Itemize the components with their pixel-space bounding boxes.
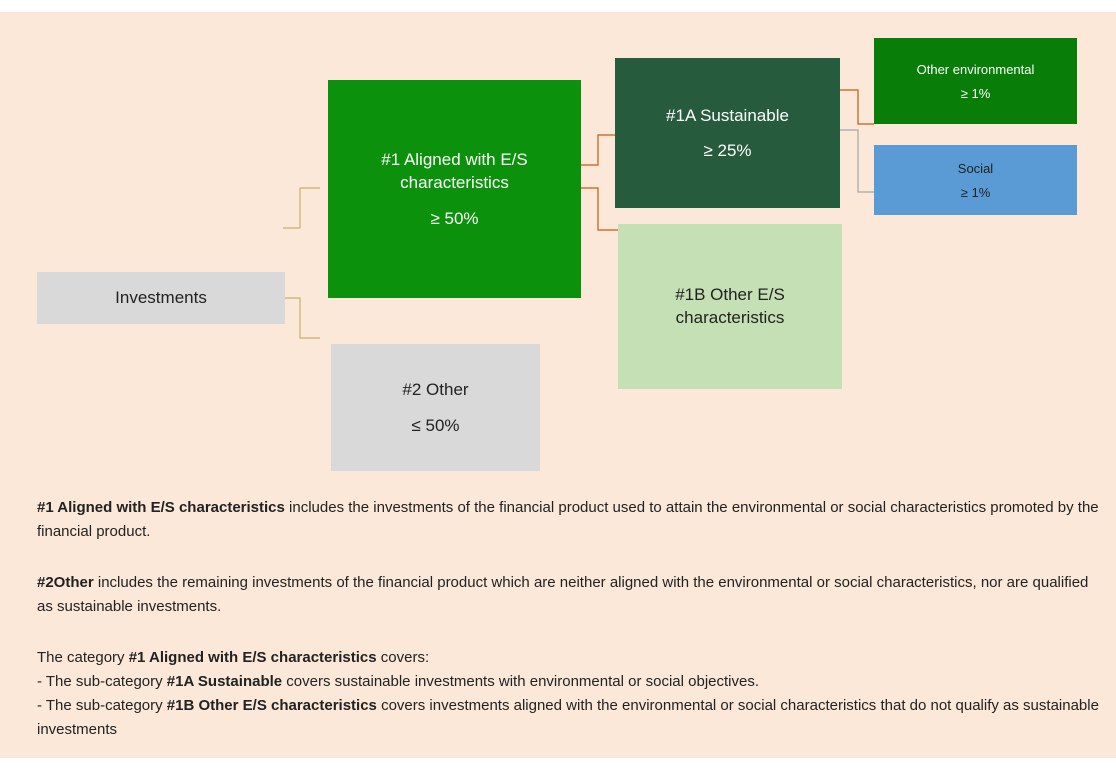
note-line: #2Other includes the remaining investmen… xyxy=(37,571,1102,619)
node-label: #1A Sustainable xyxy=(666,105,789,125)
node-share: ≥ 1% xyxy=(960,185,991,201)
notes: #1 Aligned with E/S characteristics incl… xyxy=(37,496,1102,769)
note-text: - The sub-category xyxy=(37,697,167,714)
note-paragraph: The category #1 Aligned with E/S charact… xyxy=(37,646,1102,742)
connectors xyxy=(283,89,874,339)
node-share: ≥ 50% xyxy=(430,208,479,228)
connector xyxy=(581,134,615,166)
connector xyxy=(283,187,320,229)
note-bold: #1 Aligned with E/S characteristics xyxy=(37,499,285,516)
node-social: Social ≥ 1% xyxy=(874,145,1077,215)
node-share: ≥ 1% xyxy=(960,86,991,102)
note-paragraph: #1 Aligned with E/S characteristics incl… xyxy=(37,496,1102,544)
note-bold: #1B Other E/S characteristics xyxy=(166,697,377,714)
connector xyxy=(581,187,618,231)
note-text: covers: xyxy=(376,649,430,666)
note-bold: #2Other xyxy=(37,574,94,591)
node-other: #2 Other ≤ 50% xyxy=(331,344,540,471)
note-line: The category #1 Aligned with E/S charact… xyxy=(37,646,1102,670)
connector xyxy=(285,297,320,339)
node-investments: Investments xyxy=(37,272,285,324)
connector xyxy=(840,89,874,125)
note-bold: #1A Sustainable xyxy=(166,673,283,690)
node-share: ≥ 25% xyxy=(703,141,752,161)
note-line: - The sub-category #1B Other E/S charact… xyxy=(37,694,1102,742)
node-label: Investments xyxy=(115,287,207,307)
connector xyxy=(840,129,874,193)
node-aligned: #1 Aligned with E/S characteristics ≥ 50… xyxy=(328,80,581,298)
node-share: ≤ 50% xyxy=(411,415,460,435)
note-text: covers sustainable investments with envi… xyxy=(282,673,760,690)
note-bold: #1 Aligned with E/S characteristics xyxy=(128,649,377,666)
note-text: The category xyxy=(37,649,129,666)
note-text: covers investments aligned with the envi… xyxy=(37,697,1099,738)
node-label: #1B Other E/S characteristics xyxy=(675,284,785,327)
node-other-es: #1B Other E/S characteristics xyxy=(618,224,842,389)
note-paragraph: #2Other includes the remaining investmen… xyxy=(37,571,1102,619)
node-label: #2 Other xyxy=(402,380,469,400)
node-label: #1 Aligned with E/S characteristics xyxy=(381,150,528,192)
diagram-panel: Investments #1 Aligned with E/S characte… xyxy=(0,12,1116,758)
node-sustainable: #1A Sustainable ≥ 25% xyxy=(615,58,840,208)
note-line: #1 Aligned with E/S characteristics incl… xyxy=(37,496,1102,544)
node-other-environmental: Other environmental ≥ 1% xyxy=(874,38,1077,124)
note-text: includes the remaining investments of th… xyxy=(37,574,1089,615)
note-text: includes the investments of the financia… xyxy=(37,499,1099,540)
node-label: Social xyxy=(957,160,994,176)
node-label: Other environmental xyxy=(916,61,1035,77)
note-text: - The sub-category xyxy=(37,673,167,690)
note-line: - The sub-category #1A Sustainable cover… xyxy=(37,670,1102,694)
